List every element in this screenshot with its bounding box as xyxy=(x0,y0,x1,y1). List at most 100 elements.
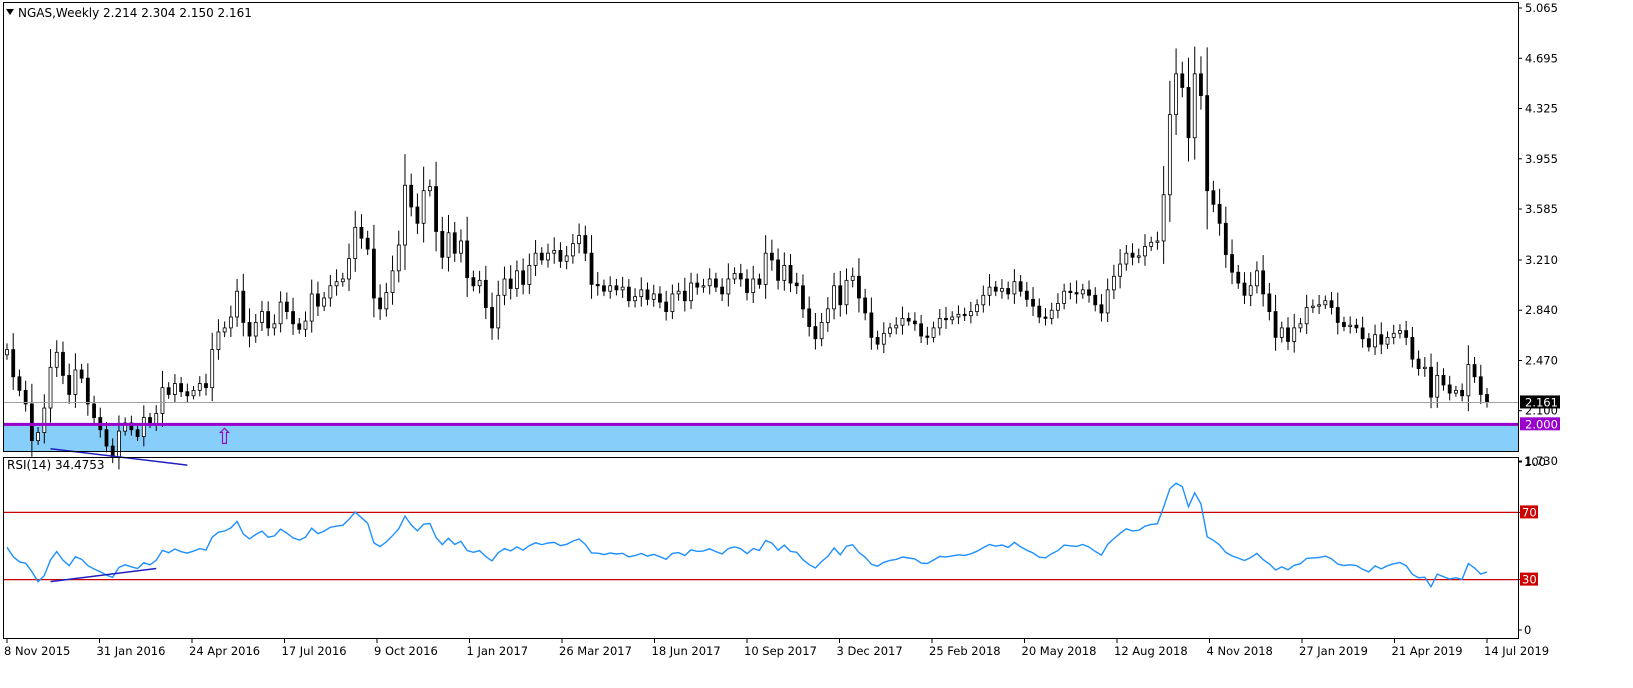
candle xyxy=(1037,298,1042,324)
candle xyxy=(440,216,445,269)
candle-body-down xyxy=(912,320,917,325)
candle xyxy=(1391,324,1396,345)
candle xyxy=(185,383,190,403)
candle xyxy=(552,237,557,264)
candle-body-down xyxy=(23,389,28,405)
candle-body-up xyxy=(322,297,327,307)
candle xyxy=(1018,275,1023,297)
candle xyxy=(79,363,84,384)
candle-body-up xyxy=(1192,73,1197,139)
candle xyxy=(1031,287,1035,316)
candle-body-up xyxy=(1155,240,1160,243)
price-axis: 5.065 4.695 4.325 3.955 3.585 3.210 2.840 2.470… xyxy=(1518,1,1560,468)
candle-body-down xyxy=(1074,292,1079,295)
candle xyxy=(1080,283,1085,299)
price-tick-label: 4.695 xyxy=(1525,51,1558,65)
rsi-tick-label: 70 xyxy=(1522,505,1537,519)
candle xyxy=(1205,47,1210,230)
price-overlay-group: ⇧⇧ xyxy=(4,401,1518,466)
candle-body-down xyxy=(440,231,445,258)
candle-body-down xyxy=(658,293,662,303)
candle-body-down xyxy=(179,383,184,393)
candle-body-down xyxy=(645,289,650,300)
candle xyxy=(340,272,345,287)
candle-body-down xyxy=(1018,281,1023,292)
candle-body-down xyxy=(925,335,930,338)
candle-body-down xyxy=(869,312,874,338)
candle xyxy=(1342,316,1346,332)
candle xyxy=(1012,269,1017,304)
candle-body-down xyxy=(521,270,526,285)
candle-body-down xyxy=(919,323,924,337)
candle-body-down xyxy=(745,278,749,293)
candle xyxy=(384,282,389,317)
candle xyxy=(36,426,40,446)
candle-body-down xyxy=(1211,190,1216,205)
candle-body-down xyxy=(1472,364,1477,378)
candle-body-up xyxy=(36,432,40,442)
candle xyxy=(1298,318,1303,333)
candle xyxy=(664,290,669,321)
candle xyxy=(564,245,569,270)
up-arrow-icon[interactable]: ⇧ xyxy=(215,425,233,450)
candle xyxy=(782,252,787,291)
candle xyxy=(1323,295,1328,309)
candle xyxy=(919,315,924,344)
time-tick-label: 20 May 2018 xyxy=(1022,644,1097,658)
candle xyxy=(1118,248,1123,289)
candle xyxy=(1161,166,1166,264)
candle-body-down xyxy=(465,240,470,279)
candle xyxy=(906,312,911,326)
candle-body-up xyxy=(421,190,426,224)
candle xyxy=(1429,353,1433,409)
candle xyxy=(67,363,72,404)
candle-body-up xyxy=(54,351,59,368)
candle xyxy=(776,248,780,290)
candle-body-up xyxy=(1348,324,1353,327)
candle xyxy=(253,313,258,343)
candle-body-down xyxy=(807,308,812,327)
candle-body-up xyxy=(197,383,202,391)
rsi-panel: 100 70 30 0 RSI(14) 34.4753 xyxy=(3,455,1546,639)
rsi-trendline[interactable] xyxy=(50,567,157,583)
candle-body-down xyxy=(757,278,762,285)
candle-body-up xyxy=(931,327,936,338)
candle xyxy=(912,312,917,331)
candle xyxy=(1180,61,1185,98)
candle-body-down xyxy=(1379,334,1384,345)
candle-body-up xyxy=(1298,323,1303,329)
candle xyxy=(1068,282,1073,300)
candle-body-down xyxy=(297,323,302,330)
candle xyxy=(857,258,861,313)
candle-body-down xyxy=(863,297,868,314)
candle-body-down xyxy=(409,184,414,208)
candle xyxy=(888,322,892,338)
chart-menu-triangle-icon[interactable] xyxy=(6,9,14,15)
candle xyxy=(695,273,700,295)
candle-body-up xyxy=(1049,309,1054,319)
candle-body-up xyxy=(819,322,824,340)
candle xyxy=(104,421,109,453)
candle-body-down xyxy=(11,349,16,378)
candle-body-up xyxy=(751,278,756,293)
candle-body-up xyxy=(707,278,712,287)
candle xyxy=(179,376,184,398)
candle-body-up xyxy=(1304,307,1309,325)
candle-body-down xyxy=(906,317,911,322)
candle-body-down xyxy=(682,290,687,302)
candle-body-down xyxy=(1360,327,1365,340)
candle-body-up xyxy=(894,324,899,329)
candle xyxy=(1087,280,1091,303)
candle-body-down xyxy=(378,297,383,310)
candle-body-down xyxy=(875,336,880,345)
candle-body-up xyxy=(141,417,146,437)
candle-body-up xyxy=(1167,114,1172,196)
candle-body-up xyxy=(1422,366,1427,370)
candle xyxy=(316,281,320,317)
candle-body-up xyxy=(888,327,892,334)
candle-body-up xyxy=(1310,305,1315,308)
candle xyxy=(210,332,215,402)
candle-body-up xyxy=(272,323,277,329)
candle xyxy=(1292,313,1297,353)
